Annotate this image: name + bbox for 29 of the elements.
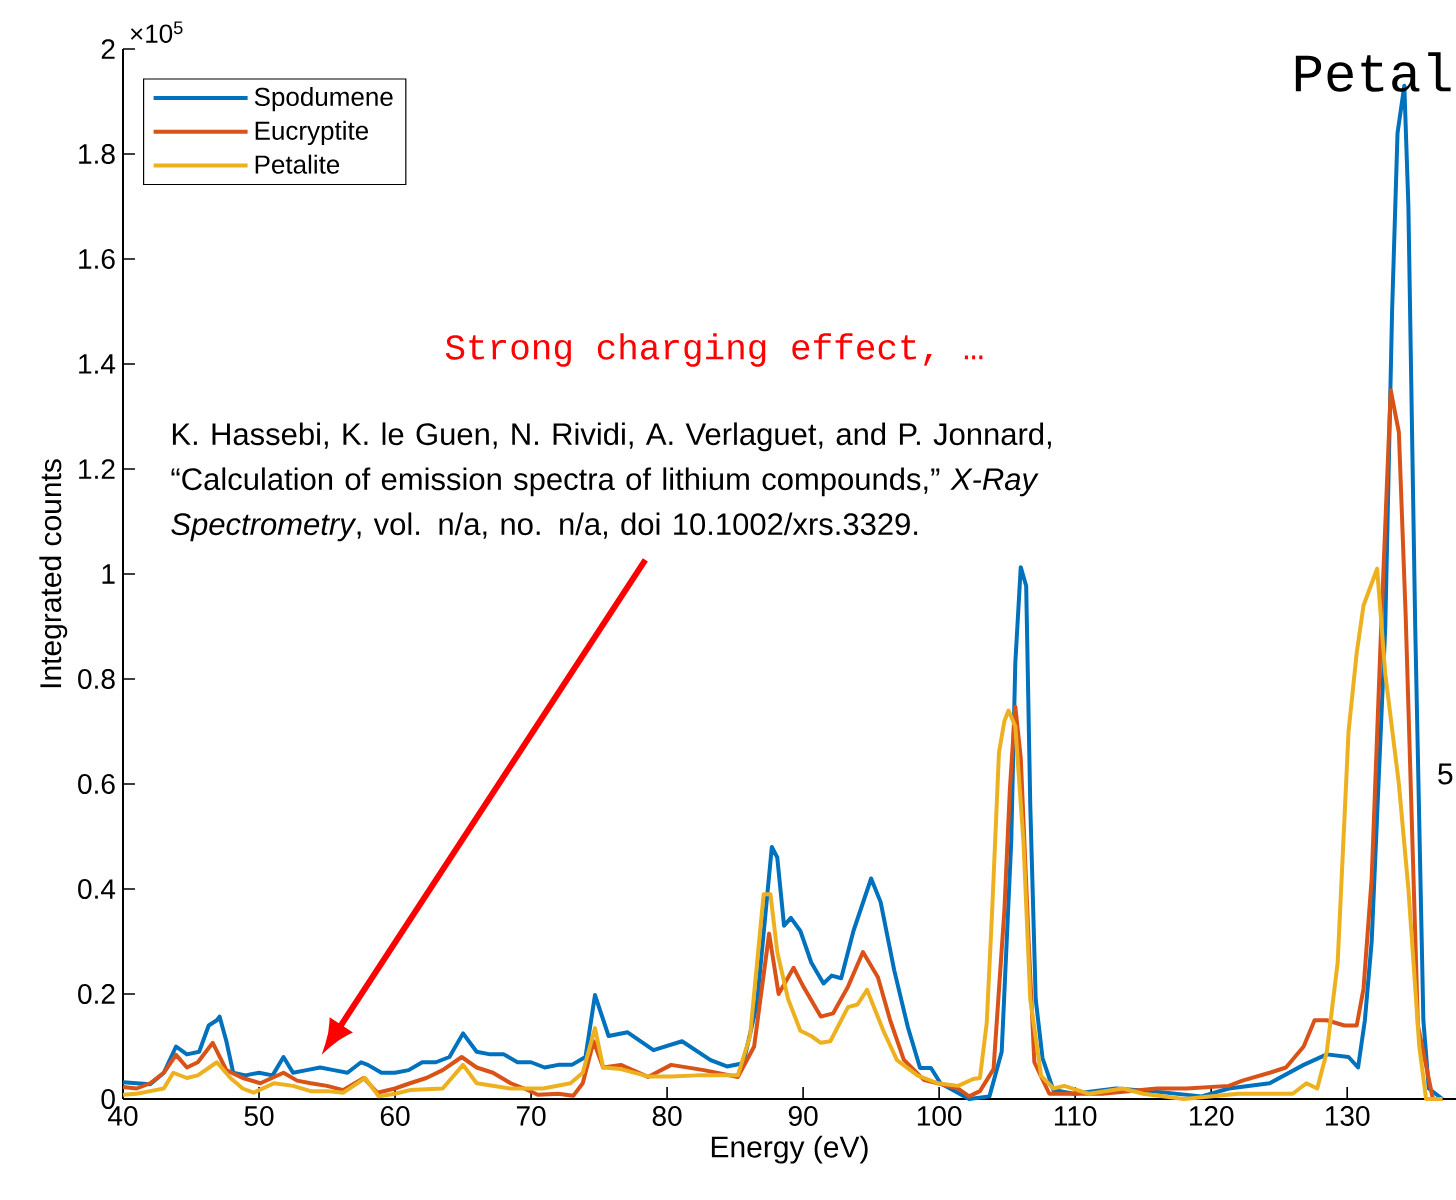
y-axis-title: Integrated counts bbox=[39, 459, 68, 688]
x-tick-label: 60 bbox=[380, 1106, 410, 1126]
y-tick-label: 0.8 bbox=[78, 669, 115, 689]
x-tick-label: 130 bbox=[1325, 1106, 1370, 1126]
y-tick-label: 1 bbox=[102, 564, 115, 584]
y-tick-label: 1.6 bbox=[79, 249, 115, 269]
legend-label: Petalite bbox=[255, 154, 340, 174]
annotation: Petal bbox=[1295, 52, 1451, 92]
x-tick-label: 120 bbox=[1189, 1106, 1234, 1126]
y-tick-label: 1.2 bbox=[79, 459, 115, 479]
x-tick-label: 110 bbox=[1054, 1106, 1097, 1126]
y-tick-label: 0.4 bbox=[78, 879, 116, 899]
text: K. Hassebi, K. le Guen, N. Rividi, A. Verlaguet, and P. Jonnard, “Calculation of emission spectra of lithium compounds,” X-Ray Spectrometry, vol. n/a, no. n/a, doi 10.1002/xrs.3329. bbox=[171, 422, 1051, 542]
y-tick-label: 2 bbox=[101, 39, 115, 59]
y-tick-label: 1.4 bbox=[79, 354, 116, 374]
legend-label: Eucryptite bbox=[255, 120, 369, 146]
y-tick-label: 0.6 bbox=[78, 774, 115, 794]
y-tick-label: 1.8 bbox=[79, 144, 115, 164]
annotation: Strong charging effect, … bbox=[445, 333, 983, 367]
x-tick-label: 100 bbox=[917, 1106, 962, 1126]
x-tick-label: 50 bbox=[244, 1106, 274, 1126]
x-tick-label: 90 bbox=[788, 1106, 818, 1126]
y-tick-label: 0.2 bbox=[78, 984, 115, 1004]
x-tick-label: 70 bbox=[516, 1106, 546, 1126]
legend-label: Spodumene bbox=[254, 86, 393, 112]
text: ×10$^{5}$ bbox=[130, 21, 183, 43]
annotation: 5 bbox=[1438, 763, 1453, 785]
x-axis-title: Energy (eV) bbox=[711, 1135, 868, 1164]
x-tick-label: 80 bbox=[652, 1106, 682, 1126]
